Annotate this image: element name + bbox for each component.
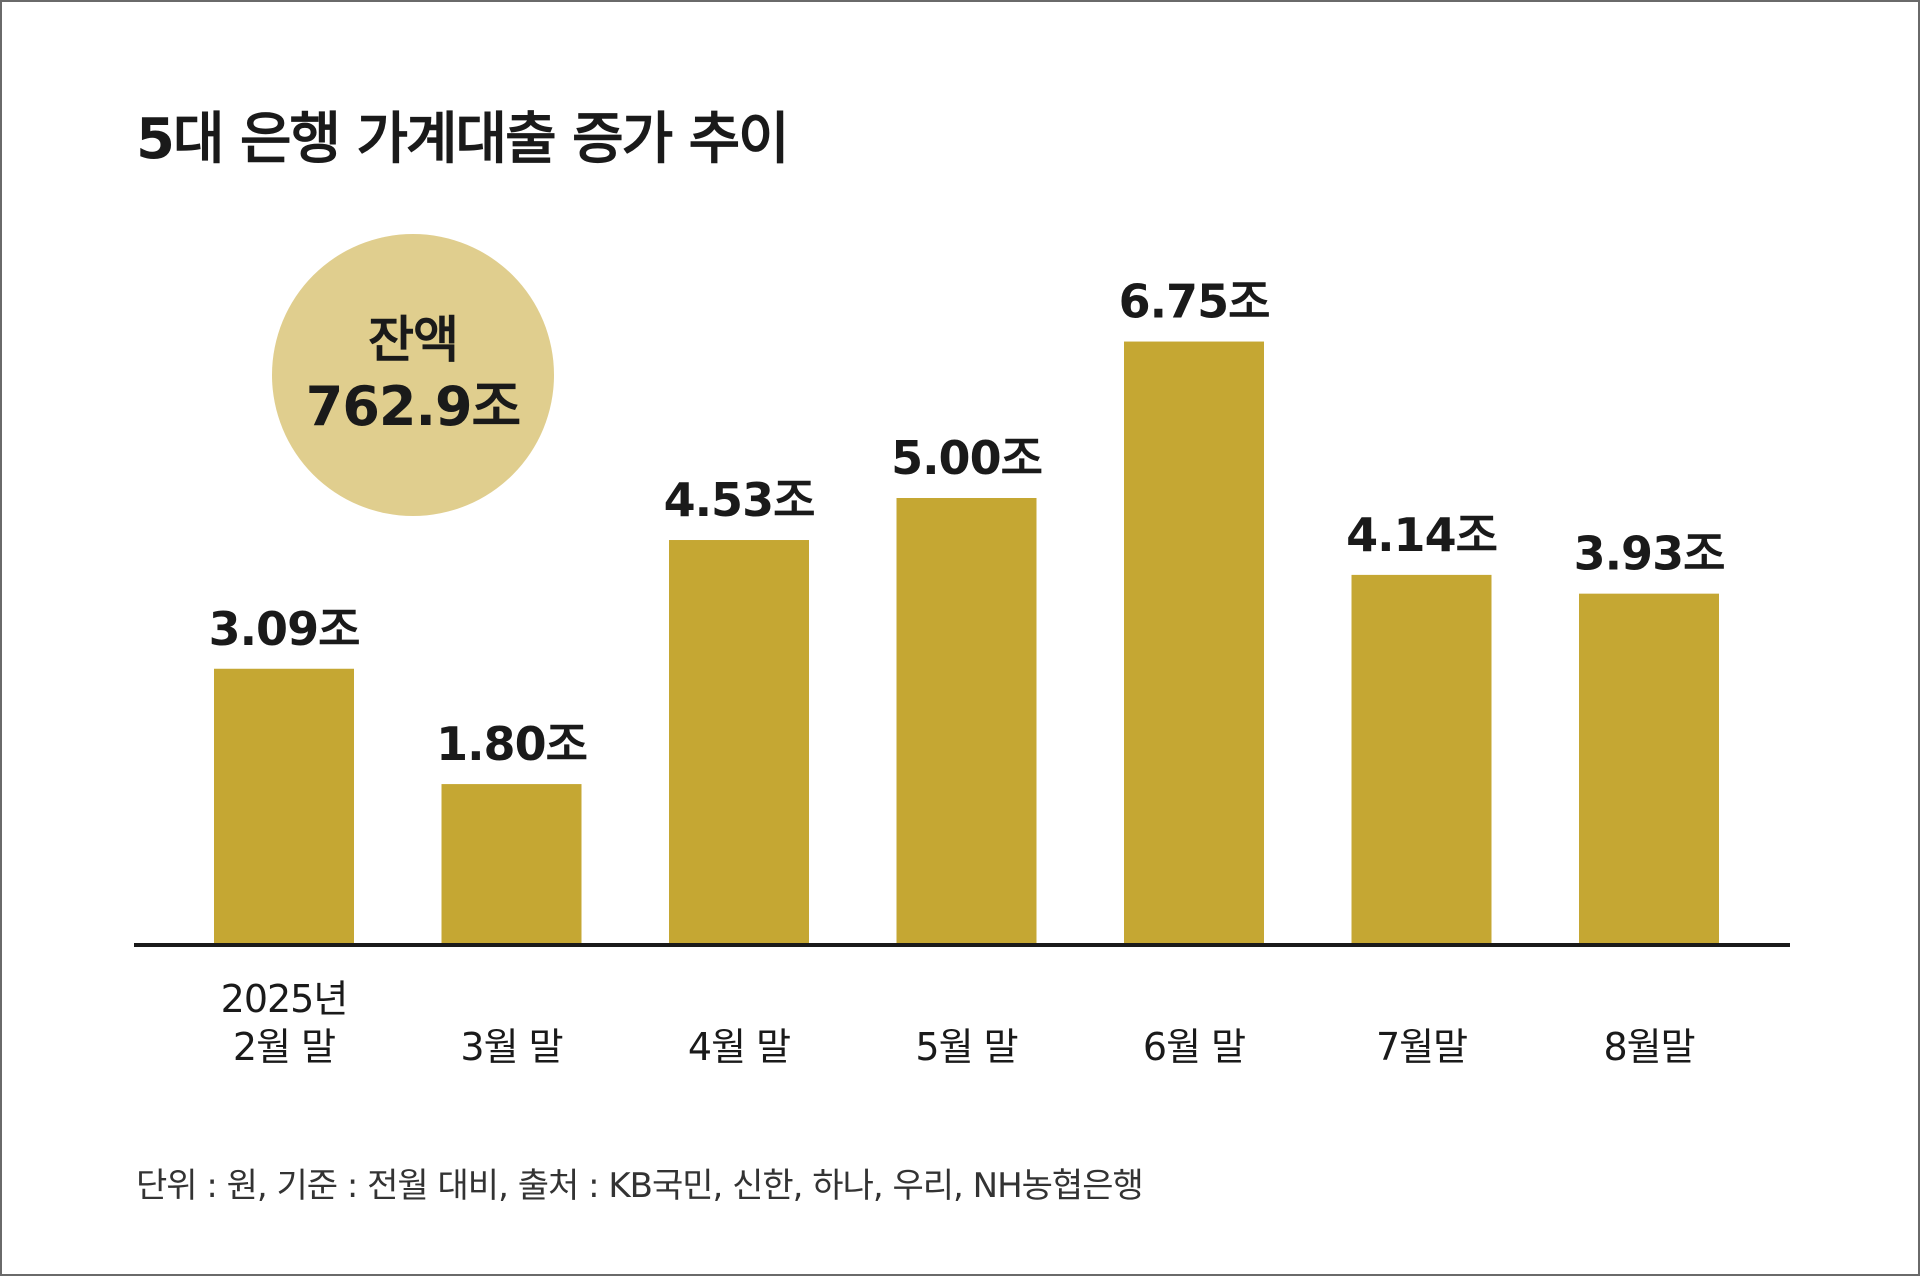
bar	[896, 498, 1037, 945]
x-tick-label: 8월말	[1603, 1025, 1694, 1069]
balance-badge-value: 762.9조	[305, 375, 521, 438]
bar-value-label: 3.09조	[209, 602, 360, 656]
x-tick-label: 3월 말	[460, 1025, 562, 1069]
balance-badge: 잔액 762.9조	[272, 234, 554, 516]
x-tick-label: 2025년	[221, 977, 348, 1021]
x-tick-label: 6월 말	[1143, 1025, 1245, 1069]
bar-value-label: 4.14조	[1346, 508, 1497, 562]
bar-value-label: 5.00조	[891, 431, 1042, 485]
bar	[1579, 593, 1719, 945]
bar	[441, 784, 582, 945]
x-tick-label: 4월 말	[688, 1025, 790, 1069]
bar	[1124, 341, 1264, 945]
x-tick-label: 7월말	[1376, 1025, 1467, 1069]
bar-value-label: 1.80조	[436, 717, 587, 771]
bar	[1351, 574, 1492, 945]
footnote: 단위 : 원, 기준 : 전월 대비, 출처 : KB국민, 신한, 하나, 우…	[136, 1166, 1144, 1206]
bar-value-label: 6.75조	[1119, 275, 1270, 329]
bar-value-label: 4.53조	[664, 473, 815, 527]
x-tick-label: 2월 말	[233, 1025, 335, 1069]
bar	[214, 668, 354, 945]
bar-value-label: 3.93조	[1574, 527, 1725, 581]
x-tick-label: 5월 말	[915, 1025, 1017, 1069]
balance-badge-label: 잔액	[368, 311, 459, 369]
bar	[669, 540, 809, 945]
chart-title: 5대 은행 가계대출 증가 추이	[136, 107, 790, 172]
